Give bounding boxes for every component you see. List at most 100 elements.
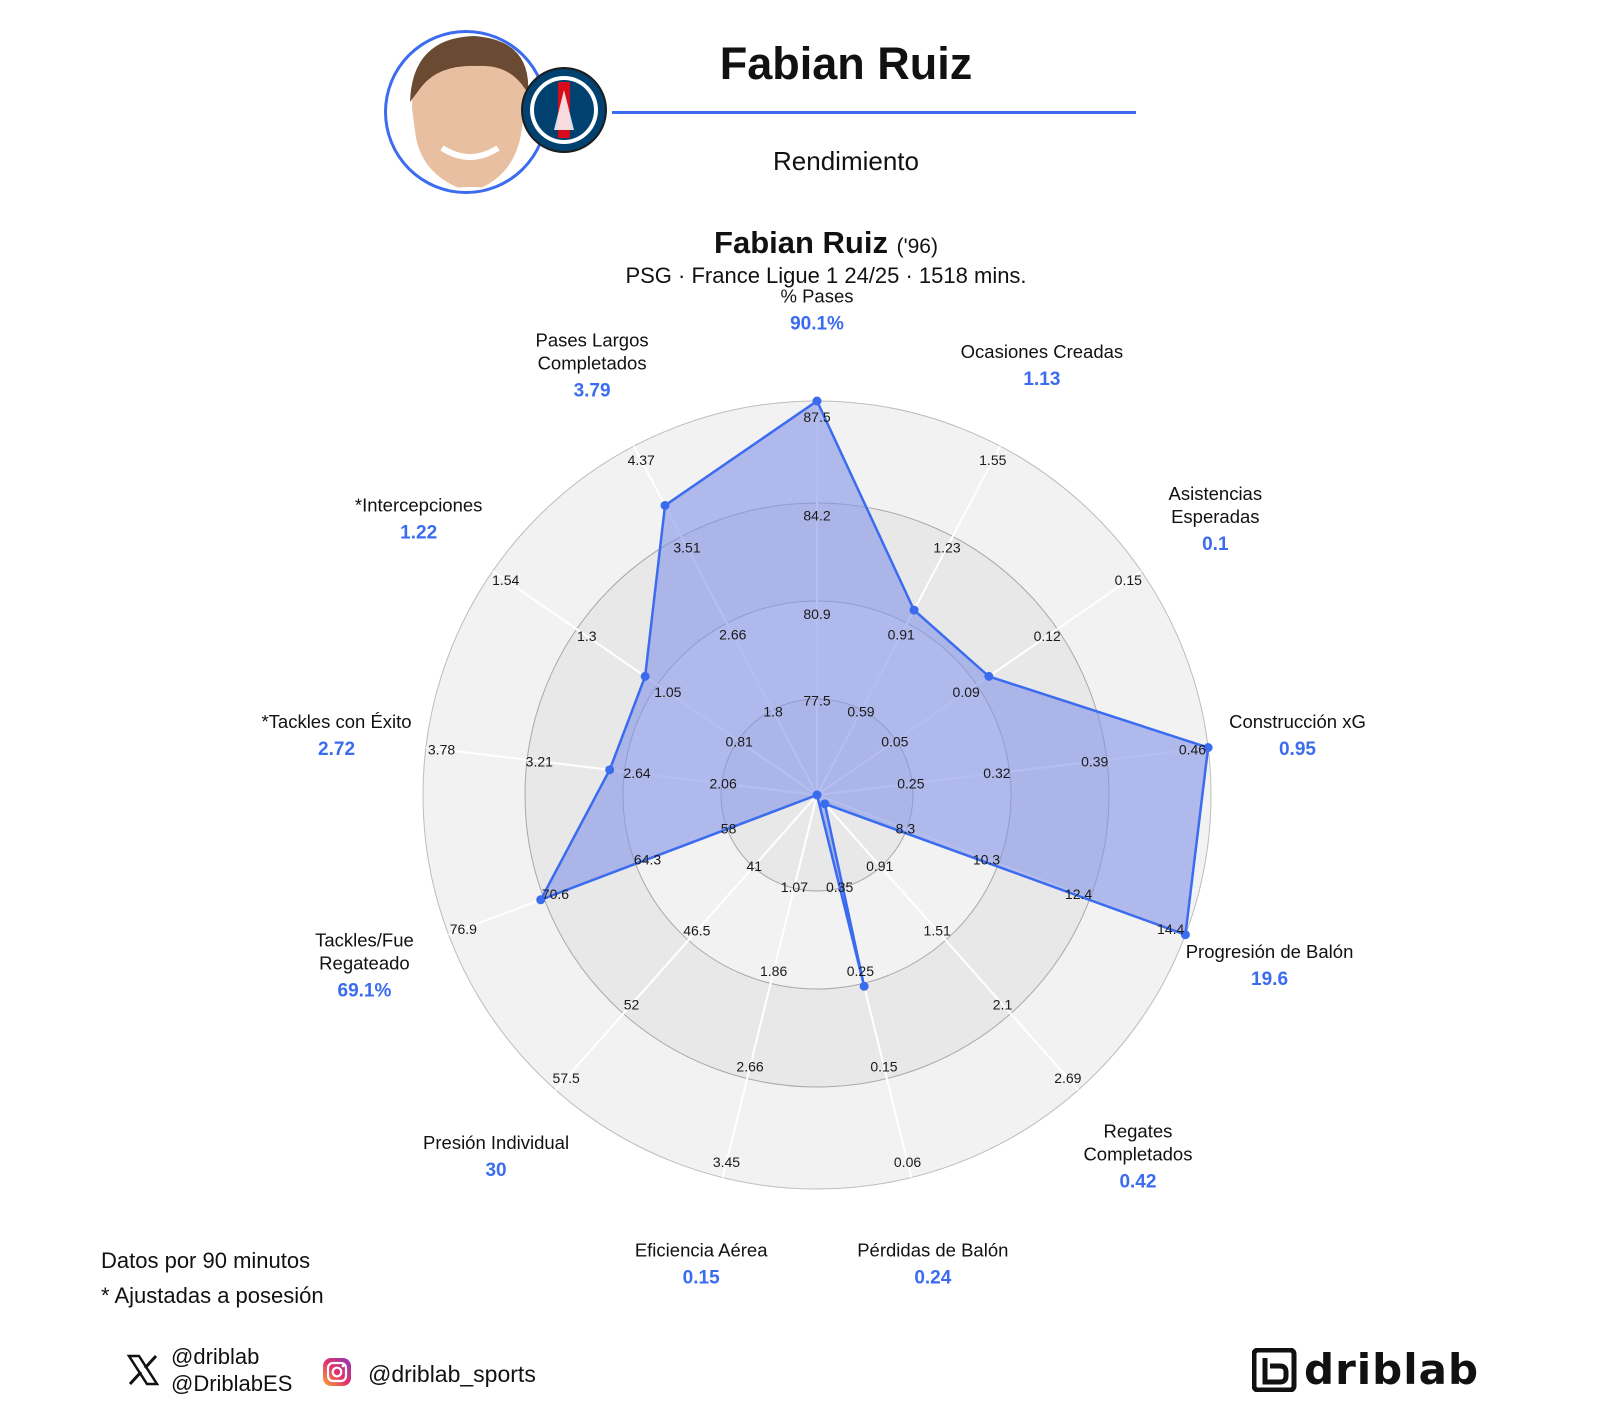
radar-tick-label: 76.9 <box>450 921 477 937</box>
player-name: Fabian Ruiz <box>714 225 888 260</box>
radar-point <box>909 605 919 615</box>
footnote-per90: Datos por 90 minutos <box>101 1248 311 1273</box>
page-subtitle: Rendimiento <box>773 146 919 176</box>
radar-tick-label: 2.66 <box>736 1059 763 1075</box>
axis-label-group: Eficiencia Aérea 0.15 <box>635 1239 768 1288</box>
axis-label: *Tackles con Éxito <box>261 711 411 732</box>
radar-tick-label: 14.4 <box>1157 921 1184 937</box>
radar-point <box>640 671 650 681</box>
radar-tick-label: 0.12 <box>1034 628 1061 644</box>
driblab-logo: driblab <box>1252 1348 1478 1392</box>
axis-label: Presión Individual <box>423 1132 569 1153</box>
axis-label: Pases Largos <box>536 329 649 350</box>
radar-point <box>605 765 615 775</box>
radar-tick-label: 3.78 <box>428 741 455 757</box>
axis-value: 3.79 <box>574 380 611 401</box>
axis-label: Regateado <box>319 953 410 974</box>
player-heading: Fabian Ruiz ('96) <box>714 225 938 261</box>
axis-value: 30 <box>485 1160 506 1181</box>
axis-value: 2.72 <box>318 739 355 760</box>
radar-tick-label: 58 <box>721 821 737 837</box>
radar-tick-label: 57.5 <box>553 1070 580 1086</box>
axis-label-group: Construcción xG 0.95 <box>1229 711 1366 760</box>
radar-tick-label: 84.2 <box>803 507 830 523</box>
x-handles: @driblab @DriblabES <box>171 1343 292 1397</box>
player-birth-year: ('96) <box>896 235 938 258</box>
axis-label: Esperadas <box>1171 506 1259 527</box>
axis-label: Eficiencia Aérea <box>635 1239 768 1260</box>
axis-label: Tackles/Fue <box>315 930 414 951</box>
radar-point <box>820 799 830 809</box>
radar-area <box>536 396 1213 991</box>
axis-value: 1.13 <box>1023 369 1060 390</box>
axis-label-group: Presión Individual 30 <box>423 1132 569 1181</box>
instagram-handle[interactable]: @driblab_sports <box>368 1361 536 1387</box>
radar-tick-label: 1.86 <box>760 963 787 979</box>
footnotes: Datos por 90 minutos * Ajustadas a poses… <box>101 1243 324 1313</box>
radar-tick-label: 0.25 <box>897 776 924 792</box>
player-photo <box>384 30 607 194</box>
axis-value: 0.95 <box>1279 739 1316 760</box>
radar-tick-label: 3.51 <box>673 539 700 555</box>
radar-spoke <box>816 794 1080 1091</box>
radar-point <box>660 500 670 510</box>
radar-tick-label: 2.1 <box>993 996 1013 1012</box>
radar-tick-label: 0.15 <box>1115 572 1142 588</box>
axis-label-group: % Pases 90.1% <box>780 286 853 335</box>
instagram-icon <box>323 1358 351 1386</box>
radar-tick-label: 0.15 <box>870 1059 897 1075</box>
radar-tick-label: 2.64 <box>623 765 650 781</box>
radar-tick-label: 41 <box>747 858 763 874</box>
radar-tick-label: 1.07 <box>781 879 808 895</box>
axis-label: Regates <box>1103 1120 1172 1141</box>
radar-tick-label: 4.37 <box>628 452 655 468</box>
radar-tick-label: 1.3 <box>577 628 597 644</box>
radar-tick-label: 77.5 <box>803 692 830 708</box>
radar-point <box>859 981 869 991</box>
radar-point <box>1203 743 1213 753</box>
radar-tick-label: 2.06 <box>710 776 737 792</box>
radar-tick-label: 1.51 <box>924 923 951 939</box>
axis-value: 19.6 <box>1251 969 1288 990</box>
x-twitter-icon <box>126 1354 160 1386</box>
radar-tick-label: 0.05 <box>881 733 908 749</box>
radar-tick-label: 0.81 <box>726 733 753 749</box>
axis-label: Asistencias <box>1169 483 1263 504</box>
axis-value: 0.24 <box>914 1267 951 1288</box>
x-handle-primary[interactable]: @driblab <box>171 1344 260 1369</box>
axis-label: Construcción xG <box>1229 711 1366 732</box>
radar-labels: % Pases 90.1% Ocasiones Creadas 1.13 Asisten… <box>261 286 1365 1289</box>
x-handle-secondary[interactable]: @DriblabES <box>171 1371 293 1396</box>
title-divider <box>612 111 1136 114</box>
radar-tick-label: 12.4 <box>1065 886 1092 902</box>
page-title: Fabian Ruiz <box>719 38 973 89</box>
radar-tick-label: 1.54 <box>492 572 519 588</box>
radar-tick-label: 0.35 <box>826 879 853 895</box>
axis-value: 0.1 <box>1202 534 1229 555</box>
footnote-possession: * Ajustadas a posesión <box>101 1283 324 1308</box>
axis-label: Progresión de Balón <box>1186 941 1354 962</box>
radar-tick-label: 8.3 <box>896 821 916 837</box>
radar-tick-label: 1.23 <box>933 539 960 555</box>
axis-label-group: *Tackles con Éxito 2.72 <box>261 711 411 760</box>
radar-tick-label: 0.91 <box>866 858 893 874</box>
axis-label: Completados <box>1083 1143 1192 1164</box>
axis-value: 0.15 <box>683 1267 720 1288</box>
radar-tick-label: 52 <box>624 996 640 1012</box>
radar-tick-label: 64.3 <box>634 851 661 867</box>
radar-tick-label: 0.59 <box>847 703 874 719</box>
radar-tick-label: 3.45 <box>713 1154 740 1170</box>
radar-tick-label: 80.9 <box>803 606 830 622</box>
radar-point <box>536 895 546 905</box>
axis-value: 1.22 <box>400 523 437 544</box>
radar-point <box>812 396 822 406</box>
radar-tick-label: 0.09 <box>953 684 980 700</box>
axis-label: *Intercepciones <box>355 495 483 516</box>
radar-tick-label: 0.91 <box>888 627 915 643</box>
radar-tick-label: 1.55 <box>979 452 1006 468</box>
radar-tick-label: 70.6 <box>542 886 569 902</box>
radar-tick-label: 87.5 <box>803 409 830 425</box>
radar-tick-label: 1.05 <box>654 684 681 700</box>
